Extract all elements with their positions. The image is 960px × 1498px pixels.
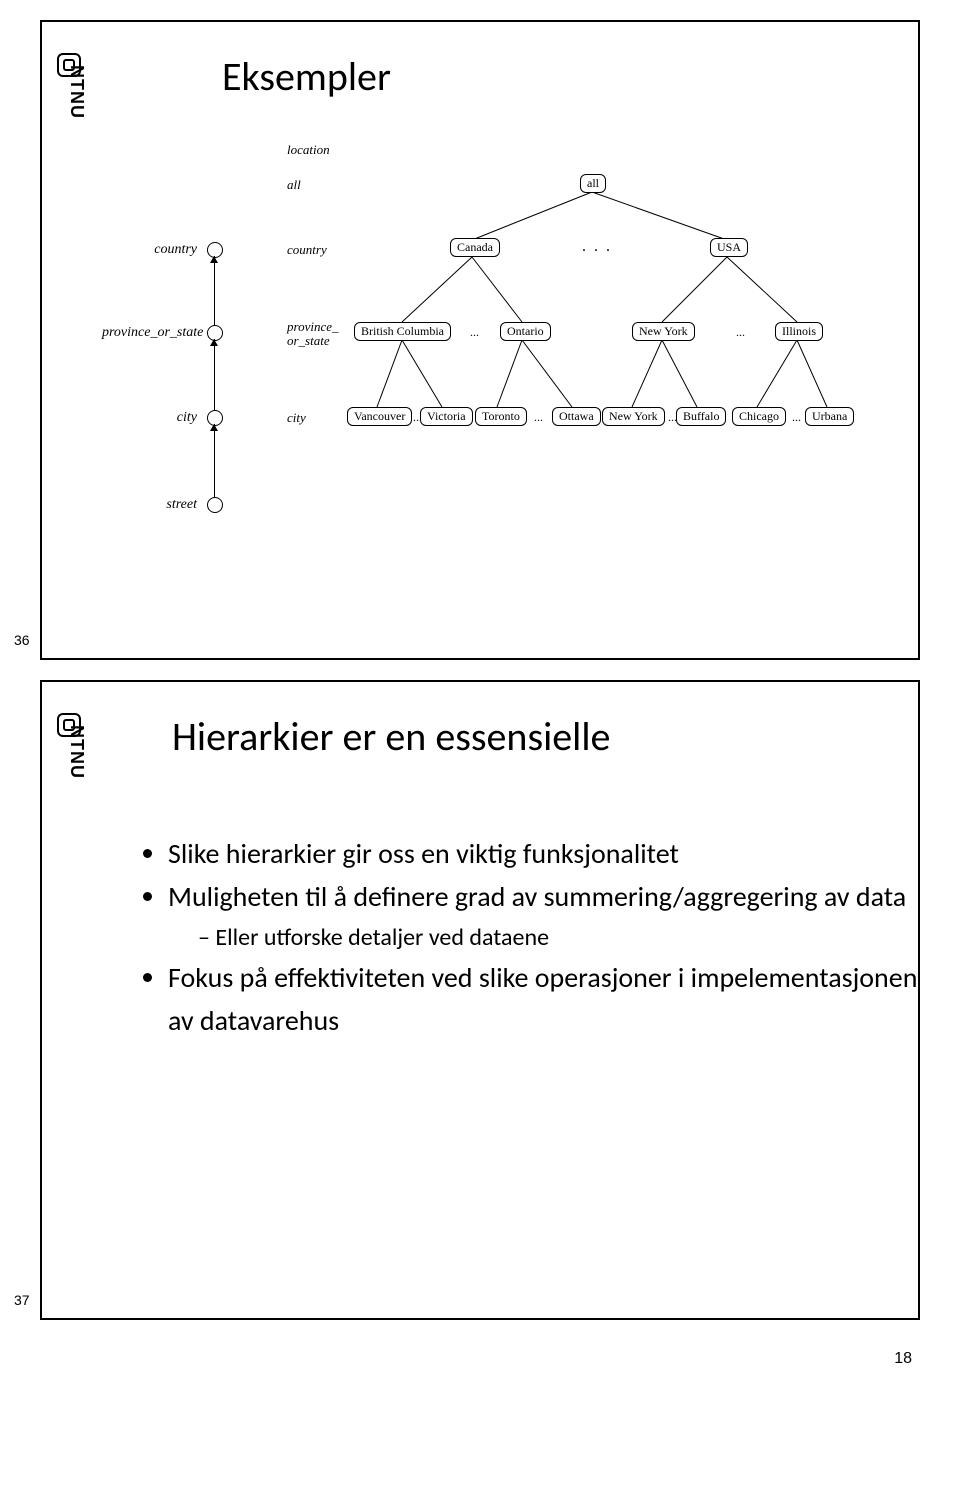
- node-toronto: Toronto: [475, 407, 527, 426]
- bullet: Slike hierarkier gir oss en viktig funks…: [168, 832, 918, 875]
- slide-2: NTNU Hierarkier er en essensielle Slike …: [40, 680, 920, 1320]
- slide-1: NTNU Eksempler country province_or_state…: [40, 20, 920, 660]
- node-newyork-c: New York: [602, 407, 665, 426]
- dots: ...: [470, 325, 479, 340]
- node-canada: Canada: [450, 238, 500, 257]
- ntnu-logo: NTNU: [56, 712, 86, 872]
- page-number: 36: [14, 632, 30, 648]
- node-buffalo: Buffalo: [676, 407, 726, 426]
- ntnu-logo: NTNU: [56, 52, 86, 212]
- slide-title: Eksempler: [222, 52, 391, 101]
- svg-text:NTNU: NTNU: [67, 65, 86, 119]
- node-newyork-p: New York: [632, 322, 695, 341]
- bullet-list: Slike hierarkier gir oss en viktig funks…: [142, 832, 918, 1043]
- dots: ...: [792, 410, 801, 425]
- bullet-text: Muligheten til å definere grad av summer…: [168, 879, 906, 914]
- node-vancouver: Vancouver: [347, 407, 412, 426]
- slide-title: Hierarkier er en essensielle: [172, 712, 610, 761]
- tree-edges: [102, 152, 902, 572]
- dots: ...: [736, 325, 745, 340]
- node-bc: British Columbia: [354, 322, 451, 341]
- node-chicago: Chicago: [732, 407, 786, 426]
- bullet: Fokus på effektiviteten ved slike operas…: [168, 956, 918, 1043]
- node-illinois: Illinois: [775, 322, 823, 341]
- page-number: 37: [14, 1292, 30, 1308]
- bullet: Muligheten til å definere grad av summer…: [168, 875, 918, 956]
- hierarchy-diagram: country province_or_state city street lo…: [102, 152, 902, 572]
- node-urbana: Urbana: [805, 407, 854, 426]
- node-usa: USA: [710, 238, 748, 257]
- node-all: all: [580, 174, 606, 193]
- node-victoria: Victoria: [420, 407, 473, 426]
- footer-page-number: 18: [0, 1350, 912, 1368]
- svg-text:NTNU: NTNU: [67, 725, 86, 779]
- node-ontario: Ontario: [500, 322, 551, 341]
- sub-bullet: Eller utforske detaljer ved dataene: [198, 919, 918, 956]
- dots: . . .: [582, 238, 612, 256]
- node-ottawa: Ottawa: [552, 407, 601, 426]
- dots: ...: [534, 410, 543, 425]
